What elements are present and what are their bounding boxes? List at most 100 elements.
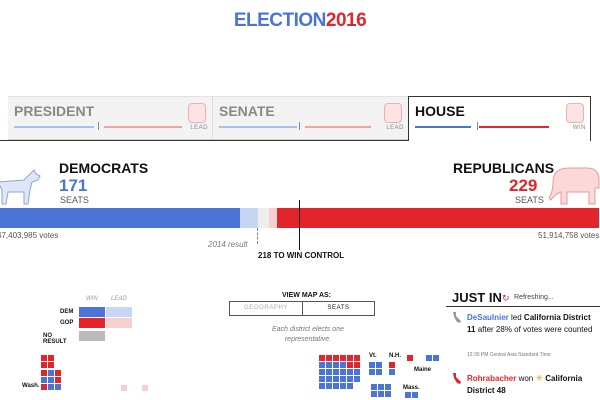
page-title: ELECTION2016: [0, 10, 600, 32]
district-seat-cell[interactable]: [41, 355, 47, 361]
news-item-name[interactable]: Rohrabacher: [467, 374, 517, 383]
district-seat-cell[interactable]: [55, 370, 61, 376]
state-label-nh: N.H.: [389, 353, 401, 359]
district-seat-cell[interactable]: [41, 370, 47, 376]
map-view-toggle[interactable]: GEOGRAPHY SEATS: [229, 301, 375, 316]
tab-president[interactable]: PRESIDENT LEAD: [8, 96, 212, 140]
news-item: Rohrabacher won ✳ California District 48: [467, 372, 597, 397]
district-seat-cell[interactable]: [333, 383, 339, 389]
district-seat-cell[interactable]: [48, 370, 54, 376]
district-seat-cell[interactable]: [340, 355, 346, 361]
news-item-time: 12:30 PM Central Asia Standard Time: [467, 352, 551, 358]
district-seat-cell[interactable]: [326, 355, 332, 361]
district-seat-cell[interactable]: [426, 355, 432, 361]
district-seat-cell[interactable]: [326, 376, 332, 382]
district-seat-cell[interactable]: [41, 362, 47, 368]
district-seat-cell[interactable]: [369, 362, 375, 368]
prior-result-label: 2014 result: [208, 240, 248, 249]
district-seat-cell[interactable]: [371, 391, 377, 397]
district-seat-cell[interactable]: [41, 384, 47, 390]
district-seat-cell[interactable]: [347, 362, 353, 368]
district-seat-cell[interactable]: [354, 362, 360, 368]
win-threshold-line: [299, 200, 300, 250]
district-seat-cell[interactable]: [385, 384, 391, 390]
tab-senate[interactable]: SENATE LEAD: [212, 96, 408, 140]
district-seat-cell[interactable]: [333, 376, 339, 382]
district-seat-cell[interactable]: [385, 391, 391, 397]
district-seat-cell[interactable]: [55, 384, 61, 390]
district-seat-cell[interactable]: [376, 362, 382, 368]
district-seat-cell[interactable]: [378, 391, 384, 397]
news-item-race: California District 48: [467, 374, 583, 395]
district-seat-cell[interactable]: [347, 383, 353, 389]
district-seat-cell[interactable]: [55, 377, 61, 383]
district-seat-cell[interactable]: [340, 383, 346, 389]
district-seat-cell[interactable]: [121, 385, 127, 391]
district-seat-cell[interactable]: [319, 355, 325, 361]
district-seat-cell[interactable]: [340, 376, 346, 382]
tab-label: PRESIDENT: [14, 103, 95, 119]
district-seat-cell[interactable]: [354, 376, 360, 382]
news-item-name[interactable]: DeSaulnier: [467, 313, 509, 322]
district-seat-cell[interactable]: [319, 383, 325, 389]
district-seat-cell[interactable]: [412, 392, 418, 398]
district-seat-cell[interactable]: [41, 377, 47, 383]
district-seat-cell[interactable]: [326, 362, 332, 368]
district-seat-cell[interactable]: [405, 392, 411, 398]
district-seat-cell[interactable]: [354, 355, 360, 361]
view-map-label: VIEW MAP AS:: [282, 292, 332, 299]
refresh-icon[interactable]: ↻: [502, 293, 510, 303]
rep-seats-label: SEATS: [515, 195, 544, 205]
district-seat-cell[interactable]: [407, 355, 413, 361]
refreshing-label: Refreshing...: [514, 294, 554, 301]
legend-none-label: NO RESULT: [43, 333, 67, 345]
district-seat-cell[interactable]: [376, 369, 382, 375]
star-burst-icon: ✳: [535, 373, 544, 383]
district-seat-cell[interactable]: [326, 383, 332, 389]
geography-button[interactable]: GEOGRAPHY: [230, 302, 302, 315]
news-item: DeSaulnier led California District 11 af…: [467, 312, 597, 336]
gop-win-swatch: [79, 318, 105, 328]
elephant-icon: [548, 167, 600, 205]
seats-button[interactable]: SEATS: [302, 302, 374, 315]
news-item-race: California District 11: [467, 313, 591, 334]
district-seat-cell[interactable]: [48, 384, 54, 390]
district-seat-cell[interactable]: [319, 362, 325, 368]
district-seat-cell[interactable]: [347, 369, 353, 375]
district-seat-cell[interactable]: [347, 376, 353, 382]
state-label-wash: Wash.: [22, 383, 40, 389]
news-divider: [446, 306, 600, 307]
district-seat-cell[interactable]: [371, 384, 377, 390]
district-seat-cell[interactable]: [433, 355, 439, 361]
tab-status: LEAD: [386, 125, 404, 131]
state-label-vt: Vt.: [369, 353, 377, 359]
tab-rep-bar: [305, 126, 371, 128]
district-seat-cell[interactable]: [369, 369, 375, 375]
tab-label: HOUSE: [415, 103, 465, 119]
district-seat-cell[interactable]: [333, 355, 339, 361]
district-seat-cell[interactable]: [48, 355, 54, 361]
district-seat-cell[interactable]: [319, 369, 325, 375]
district-seat-cell[interactable]: [340, 369, 346, 375]
district-seat-cell[interactable]: [389, 362, 395, 368]
legend-lead-header: LEAD: [111, 296, 127, 302]
district-seat-cell[interactable]: [333, 369, 339, 375]
district-seat-cell[interactable]: [378, 384, 384, 390]
dem-won-segment: [0, 208, 240, 228]
news-item-verb: led: [508, 313, 524, 322]
tab-dem-bar: [415, 126, 471, 128]
tab-rep-bar: [479, 126, 549, 128]
district-seat-cell[interactable]: [354, 369, 360, 375]
district-seat-cell[interactable]: [319, 376, 325, 382]
tab-dem-bar: [219, 126, 297, 128]
district-seat-cell[interactable]: [142, 385, 148, 391]
district-seat-cell[interactable]: [333, 362, 339, 368]
district-seat-cell[interactable]: [347, 355, 353, 361]
district-seat-cell[interactable]: [48, 362, 54, 368]
district-seat-cell[interactable]: [340, 362, 346, 368]
district-seat-cell[interactable]: [326, 369, 332, 375]
tab-house[interactable]: HOUSE WIN: [408, 96, 591, 141]
news-item-detail: after 28% of votes were counted: [475, 325, 593, 334]
district-seat-cell[interactable]: [389, 369, 395, 375]
district-seat-cell[interactable]: [48, 377, 54, 383]
